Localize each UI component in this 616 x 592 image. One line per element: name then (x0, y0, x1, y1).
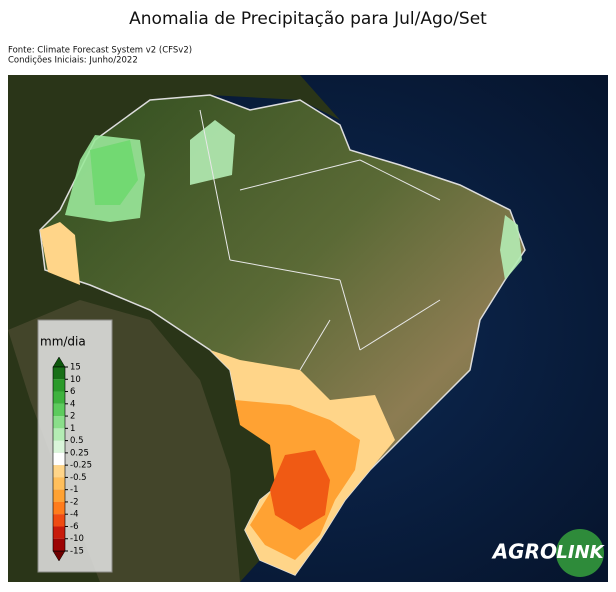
anomaly-green (190, 120, 235, 185)
colorbar-tick-label: 1 (70, 424, 75, 434)
colorbar-tick-label: -4 (70, 510, 78, 520)
colorbar-segment (53, 440, 65, 453)
logo: AGRO LINK (491, 529, 606, 577)
colorbar-segment (53, 367, 65, 380)
colorbar-segment (53, 403, 65, 417)
colorbar-segment (53, 538, 65, 551)
colorbar-tick-label: 15 (70, 363, 81, 373)
colorbar-segment (53, 416, 65, 429)
colorbar-segment (53, 428, 65, 441)
colorbar-segment (53, 379, 65, 392)
colorbar-tick-label: 10 (70, 375, 81, 385)
logo-left: AGRO (491, 540, 557, 564)
source: Fonte: Climate Forecast System v2 (CFSv2… (8, 46, 192, 56)
logo-circle (556, 529, 604, 577)
colorbar-segment (53, 477, 65, 490)
colorbar: 15 10 6 4 2 1 0.5 0.25 -0.25 -0.5 -1 -2 -4 -6 -10 -15 (52, 356, 92, 562)
colorbar-tick-label: 4 (70, 399, 75, 409)
colorbar-tick-label: -0.25 (70, 461, 92, 471)
colorbar-tick-label: 6 (70, 387, 75, 397)
state-borders (199, 109, 441, 371)
colorbar-segment (53, 452, 65, 466)
colorbar-segment (53, 489, 65, 502)
colorbar-tick-label: -0.5 (70, 473, 87, 483)
colorbar-segment (53, 465, 65, 478)
colorbar-segment (53, 391, 65, 404)
colorbar-tick-label: -2 (70, 497, 78, 507)
colorbar-box (37, 319, 113, 573)
anomaly-red (270, 450, 330, 530)
colorbar-tick-label: -15 (70, 547, 84, 557)
anomaly-green-strong (90, 140, 138, 205)
anomaly-orange (40, 222, 80, 285)
colorbar-segment (53, 514, 65, 527)
colorbar-segment (53, 526, 65, 539)
conditions: Condições Iniciais: Junho/2022 (8, 56, 138, 66)
colorbar-segment (53, 501, 65, 515)
colorbar-tick-label: -6 (70, 522, 78, 532)
title: Anomalia de Precipitação para Jul/Ago/Se… (129, 9, 487, 29)
anomaly-green (500, 215, 522, 280)
colorbar-label: mm/dia (40, 335, 86, 349)
colorbar-tick-label: 0.25 (70, 448, 89, 458)
colorbar-tick-label: 2 (70, 412, 75, 422)
logo-right: LINK (556, 542, 605, 563)
colorbar-tick-label: -10 (70, 534, 84, 544)
colorbar-tick-label: -1 (70, 485, 78, 495)
colorbar-panel: mm/dia 15 10 6 4 2 1 0.5 0.25 -0.25 -0.5 -1 -2 -4 -6 -… (37, 319, 113, 573)
colorbar-outline (52, 366, 66, 552)
colorbar-tick-label: 0.5 (70, 436, 84, 446)
